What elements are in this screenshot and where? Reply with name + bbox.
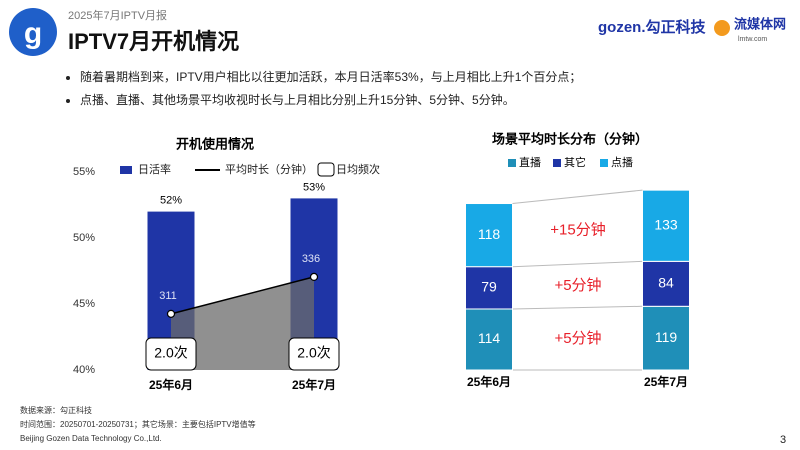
bullet-dot (66, 76, 70, 80)
connector (512, 305, 643, 310)
change-annotation: +15分钟 (550, 221, 605, 238)
footer-company: Beijing Gozen Data Technology Co.,Ltd. (20, 434, 162, 443)
footer-range: 时间范围：20250701-20250731；其它场景：主要包括IPTV增值等 (20, 419, 256, 429)
bullet-dot (66, 99, 70, 103)
header-subtitle: 2025年7月IPTV月报 (68, 8, 167, 22)
line-area (171, 276, 314, 370)
bar-segment (642, 189, 690, 262)
x-tick-label: 25年6月 (149, 377, 193, 392)
bar-segment (642, 260, 690, 307)
bar-value-label: 52% (160, 195, 182, 207)
change-annotation: +5分钟 (554, 330, 601, 347)
line (170, 276, 315, 315)
bar-segment (465, 203, 513, 268)
chart-title: 开机使用情况 (176, 136, 254, 151)
legend-swatch (553, 159, 561, 167)
legend-label: 日均频次 (336, 162, 380, 176)
x-tick-label: 25年6月 (467, 374, 511, 389)
connector (512, 189, 643, 205)
frequency-label: 2.0次 (297, 345, 330, 361)
segment-label: 118 (478, 226, 501, 242)
bullet: 随着暑期档到来，IPTV用户相比以往更加活跃，本月日活率53%，与上月相比上升1… (80, 69, 581, 84)
legend-swatch (600, 159, 608, 167)
line-point (309, 272, 319, 282)
segment-label: 79 (481, 279, 497, 295)
change-annotation: +5分钟 (554, 277, 601, 294)
line-point (166, 309, 176, 318)
logo-partner-url: lmtw.com (738, 36, 767, 43)
footer-source: 数据来源：勾正科技 (20, 405, 92, 415)
legend-swatch (508, 159, 516, 167)
y-tick-label: 45% (73, 298, 95, 310)
line-value-label: 336 (302, 253, 320, 265)
bar-value-label: 53% (303, 181, 325, 193)
connector (512, 260, 643, 268)
legend-label: 直播 (519, 155, 541, 169)
partner-icon (714, 20, 730, 36)
y-tick-label: 55% (73, 166, 95, 178)
logo-glyph: g (24, 17, 42, 50)
y-tick-label: 40% (73, 364, 95, 376)
legend-label: 日活率 (138, 162, 171, 176)
segment-label: 114 (478, 330, 501, 346)
y-tick-label: 50% (73, 232, 95, 244)
legend-label: 平均时长（分钟） (225, 162, 313, 176)
legend-swatch (120, 166, 132, 174)
segment-label: 119 (655, 329, 678, 345)
chart-title: 场景平均时长分布（分钟） (492, 131, 648, 146)
line-value-label: 311 (159, 290, 177, 302)
frequency-box (288, 337, 340, 371)
segment-label: 84 (658, 275, 674, 291)
legend-label: 点播 (611, 155, 633, 169)
legend-label: 其它 (564, 155, 586, 169)
legend-swatch (317, 162, 335, 177)
logo-partner: 流媒体网 (734, 16, 786, 31)
x-tick-label: 25年7月 (644, 374, 688, 389)
logo-main: gozen.勾正科技 (598, 18, 706, 36)
x-tick-label: 25年7月 (292, 377, 336, 392)
logo-icon (9, 8, 57, 56)
bullet: 点播、直播、其他场景平均收视时长与上月相比分别上升15分钟、5分钟、5分钟。 (80, 92, 515, 107)
header-title: IPTV7月开机情况 (68, 29, 239, 54)
frequency-label: 2.0次 (154, 345, 187, 361)
page-number: 3 (780, 434, 786, 446)
frequency-box (145, 337, 197, 371)
segment-label: 133 (654, 216, 678, 232)
